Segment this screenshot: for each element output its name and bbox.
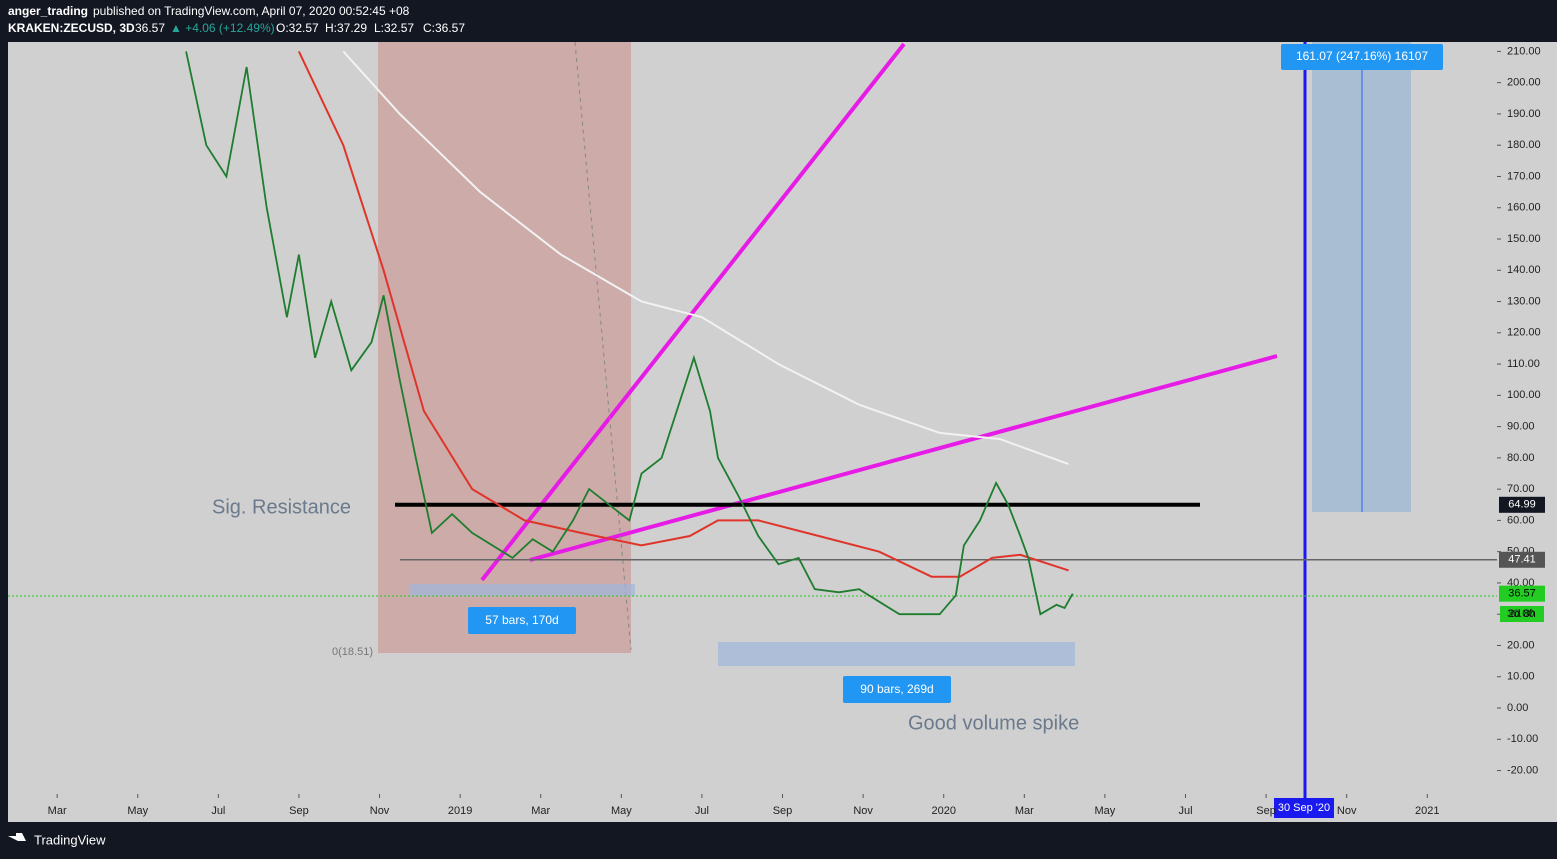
- y-tick-label: 60.00: [1507, 514, 1535, 526]
- level-label: 47.41: [1508, 554, 1536, 566]
- y-tick-label: 90.00: [1507, 421, 1535, 433]
- low: L:32.57: [374, 21, 414, 35]
- x-tick-label: Sep: [289, 805, 309, 817]
- range-box: [410, 584, 635, 596]
- y-tick-label: 200.00: [1507, 77, 1541, 89]
- y-tick-label: 190.00: [1507, 108, 1541, 120]
- level-box: [1499, 551, 1545, 568]
- x-tick-label: Jul: [695, 805, 709, 817]
- x-tick-label: Mar: [48, 805, 67, 817]
- y-tick-label: 180.00: [1507, 139, 1541, 151]
- x-tick-label: Sep: [773, 805, 793, 817]
- range-label-box: [843, 676, 951, 703]
- published: published on TradingView.com, April 07, …: [93, 4, 410, 18]
- y-tick-label: 80.00: [1507, 452, 1535, 464]
- y-tick-label: 120.00: [1507, 327, 1541, 339]
- y-tick-label: 100.00: [1507, 389, 1541, 401]
- y-tick-label: 150.00: [1507, 233, 1541, 245]
- open: O:32.57: [276, 21, 319, 35]
- countdown: 2d 8h: [1508, 608, 1536, 620]
- trendline: [480, 42, 906, 582]
- logo: [8, 833, 26, 841]
- price-axis: [1497, 42, 1557, 794]
- date-marker-label: 30 Sep '20: [1278, 802, 1330, 814]
- last-price-box: [1499, 585, 1545, 602]
- x-tick-label: Mar: [1015, 805, 1034, 817]
- drawdown-zone: [378, 42, 631, 653]
- last: 36.57: [135, 21, 165, 35]
- y-tick-label: 30.00: [1507, 608, 1535, 620]
- y-tick-label: 130.00: [1507, 295, 1541, 307]
- author: anger_trading: [8, 4, 88, 18]
- date-marker-box: [1274, 798, 1334, 818]
- fib-line: [574, 41, 632, 651]
- trendline: [529, 354, 1278, 562]
- y-tick-label: 110.00: [1507, 358, 1540, 370]
- y-tick-label: 70.00: [1507, 483, 1535, 495]
- x-tick-label: Jul: [211, 805, 225, 817]
- level-box: [1499, 496, 1545, 513]
- range-label: 57 bars, 170d: [485, 613, 558, 627]
- last-price-label: 36.57: [1508, 588, 1536, 600]
- series-line: [342, 50, 1069, 466]
- change: ▲ +4.06 (+12.49%): [170, 21, 275, 35]
- fib-label: 0(18.51): [332, 646, 373, 658]
- x-tick-label: Nov: [1337, 805, 1357, 817]
- y-tick-label: 210.00: [1507, 45, 1541, 57]
- measure-label-box: [1281, 44, 1443, 70]
- x-tick-label: 2021: [1415, 805, 1439, 817]
- range-label: 90 bars, 269d: [860, 682, 933, 696]
- x-tick-label: Sep: [1256, 805, 1276, 817]
- y-tick-label: 140.00: [1507, 264, 1541, 276]
- x-tick-label: May: [611, 805, 632, 817]
- y-tick-label: 10.00: [1507, 671, 1535, 683]
- x-tick-label: Jul: [1178, 805, 1192, 817]
- footer-brand: TradingView: [34, 832, 106, 847]
- x-tick-label: Nov: [370, 805, 390, 817]
- series-line: [185, 51, 1074, 616]
- symbol: KRAKEN:ZECUSD, 3D: [8, 21, 135, 35]
- chart-area: [8, 42, 1497, 794]
- x-tick-label: Mar: [531, 805, 550, 817]
- x-tick-label: 2019: [448, 805, 472, 817]
- annotation: Sig. Resistance: [212, 496, 351, 518]
- annotation: Good volume spike: [908, 712, 1079, 734]
- y-tick-label: 20.00: [1507, 639, 1535, 651]
- close: C:36.57: [423, 21, 465, 35]
- x-tick-label: May: [127, 805, 148, 817]
- y-tick-label: 170.00: [1507, 170, 1541, 182]
- level-label: 64.99: [1508, 499, 1536, 511]
- countdown-box: [1500, 606, 1544, 622]
- y-tick-label: -20.00: [1507, 764, 1538, 776]
- x-tick-label: May: [1095, 805, 1116, 817]
- x-tick-label: Nov: [853, 805, 873, 817]
- x-tick-label: 2020: [931, 805, 955, 817]
- measure-label: 161.07 (247.16%) 16107: [1296, 49, 1428, 63]
- y-tick-label: -10.00: [1507, 733, 1538, 745]
- series-line: [297, 50, 1069, 578]
- y-tick-label: 0.00: [1507, 702, 1528, 714]
- y-tick-label: 160.00: [1507, 202, 1541, 214]
- high: H:37.29: [325, 21, 367, 35]
- range-label-box: [468, 607, 576, 634]
- range-box: [718, 642, 1075, 666]
